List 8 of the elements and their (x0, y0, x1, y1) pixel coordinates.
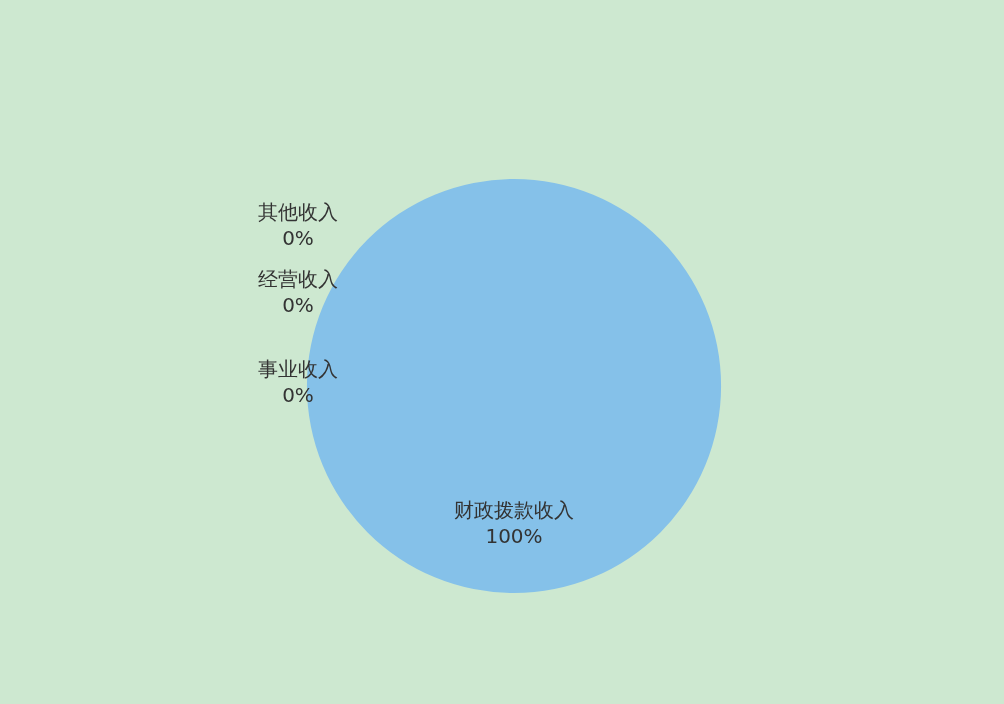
slice-label: 财政拨款收入 (454, 498, 574, 522)
text: 0% (282, 293, 314, 317)
text: 0% (282, 226, 314, 250)
text: 0% (282, 383, 314, 407)
category-label: 经营收入 (258, 267, 338, 291)
category-label: 事业收入 (258, 357, 338, 381)
category-label: 其他收入 (258, 200, 338, 224)
data-label: 100% (485, 524, 543, 548)
